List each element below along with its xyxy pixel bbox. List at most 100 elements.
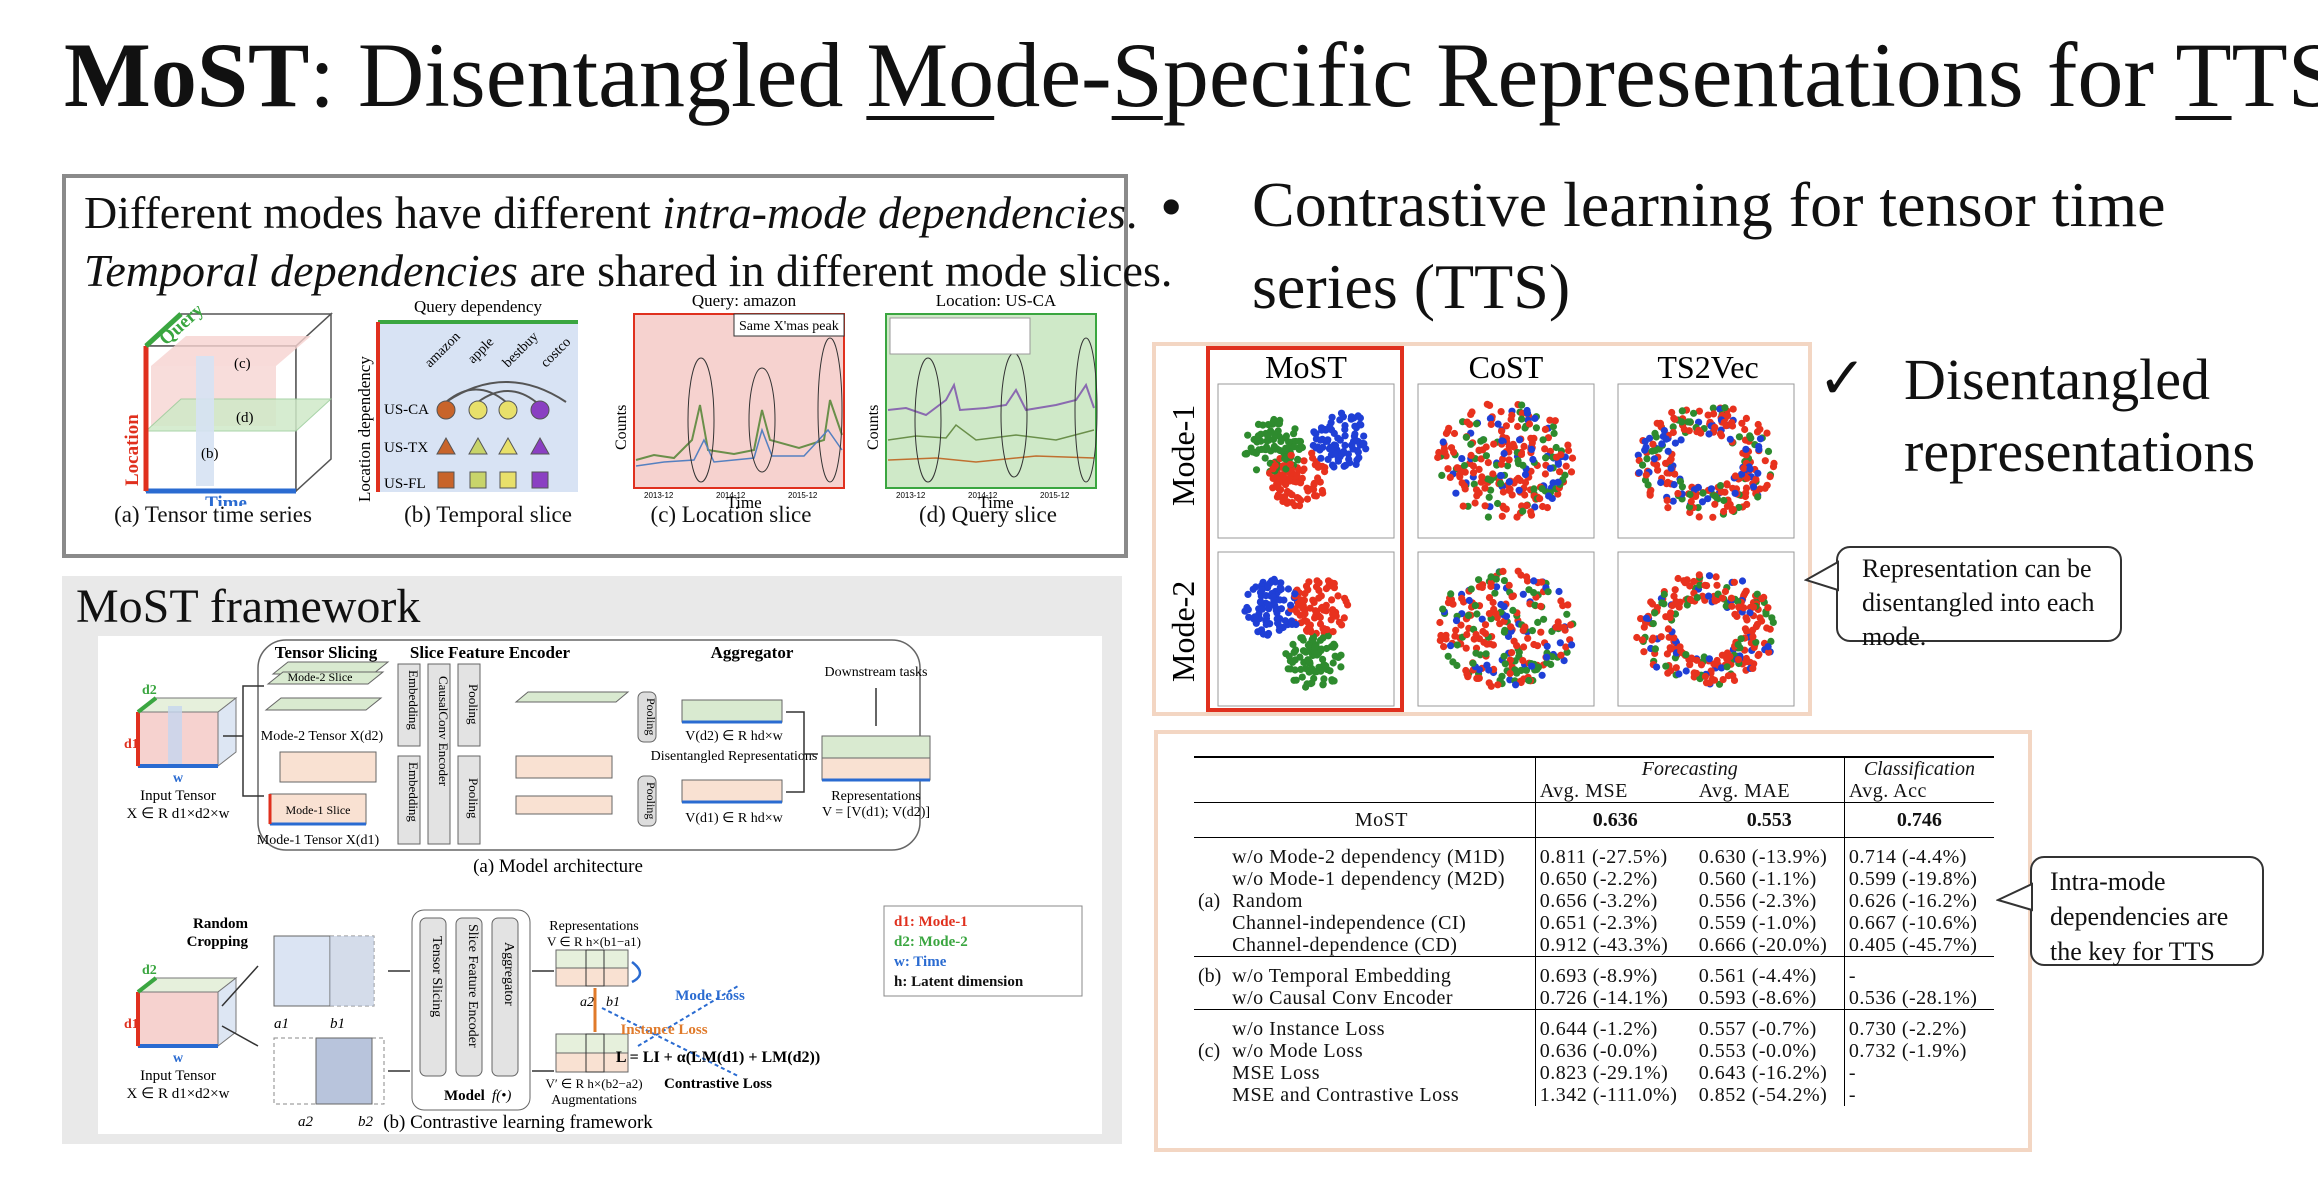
scatter-point <box>1545 492 1553 500</box>
scatter-point <box>1663 469 1671 477</box>
callout-disentangled: Representation can be disentangled into … <box>1836 546 2122 651</box>
scatter-point <box>1471 602 1479 610</box>
tick-label: 2013-12 <box>644 491 674 500</box>
scatter-point <box>1274 420 1282 428</box>
scatter-point <box>1768 614 1776 622</box>
scatter-point <box>1494 420 1502 428</box>
scatter-point <box>1763 429 1771 437</box>
scatter-point <box>1562 643 1570 651</box>
row-label: MSE Loss <box>1232 1062 1321 1084</box>
scatter-point <box>1274 491 1282 499</box>
scatter-point <box>1524 634 1532 642</box>
scatter-point <box>1460 462 1469 470</box>
table-row: w/o Mode-2 dependency (M1D) 0.811 (-27.5%… <box>1194 837 1994 868</box>
scatter-point <box>1329 628 1337 636</box>
scatter-point <box>1478 583 1486 591</box>
scatter-point <box>1508 491 1516 499</box>
scatter-point <box>1502 422 1510 430</box>
scatter-point <box>1501 660 1509 668</box>
scatter-point <box>1319 680 1327 688</box>
scatter-point <box>1318 426 1326 434</box>
scatter-point <box>1538 671 1546 679</box>
cube-label-b: (b) <box>201 446 219 462</box>
architecture-svg: Tensor Slicing Slice Feature Encoder Agg… <box>124 639 1083 1133</box>
intro-text-part: are shared in different mode slices. <box>517 245 1173 296</box>
scatter-point <box>1709 404 1717 412</box>
scatter-point <box>1453 464 1461 472</box>
row-mse: 0.650 (-2.2%) <box>1534 868 1695 890</box>
scatter-point <box>1314 474 1322 482</box>
cube-location-label: Location <box>122 414 143 486</box>
scatter-point <box>1568 641 1576 649</box>
title-part: : Disentangled <box>309 24 867 126</box>
scatter-point <box>1506 485 1514 493</box>
row-mse: 0.636 (-0.0%) <box>1534 1040 1695 1062</box>
scatter-point <box>1464 611 1472 620</box>
scatter-point <box>1506 669 1514 678</box>
scatter-point <box>1534 618 1542 626</box>
row-acc: - <box>1843 1084 1994 1106</box>
scatter-point <box>1291 666 1299 674</box>
ablation-table: Forecasting Classification Avg. MSE Avg.… <box>1194 756 1994 1106</box>
ablation-table-panel: Forecasting Classification Avg. MSE Avg.… <box>1154 730 2032 1152</box>
rep-formula: V = [V(d1); V(d2)] <box>822 805 930 820</box>
scatter-point <box>1481 502 1489 510</box>
intro-text-italic: Temporal dependencies <box>84 245 518 296</box>
model-tensor-slicing: Tensor Slicing <box>429 936 444 1017</box>
scatter-point <box>1711 492 1719 500</box>
scatter-point <box>1633 633 1641 642</box>
scatter-point <box>1710 676 1719 684</box>
time-label: Time <box>726 493 761 510</box>
scatter-point <box>1676 643 1684 651</box>
scatter-point <box>1518 415 1526 423</box>
scatter-point <box>1742 614 1750 622</box>
row-mae: 0.560 (-1.1%) <box>1698 868 1817 890</box>
scatter-point <box>1670 481 1678 489</box>
scatter-point <box>1678 495 1686 503</box>
scatter-point <box>1674 489 1682 498</box>
title-part: pecific Representations for <box>1162 24 2176 126</box>
scatter-point <box>1724 412 1732 420</box>
scatter-point <box>1756 435 1765 443</box>
scatter-point <box>1669 428 1677 437</box>
row-mae: 0.852 (-54.2%) <box>1698 1084 1828 1106</box>
scatter-point <box>1322 601 1330 609</box>
scatter-point <box>1297 634 1305 642</box>
row-mse: 0.912 (-43.3%) <box>1534 934 1695 957</box>
section-tag <box>1194 1084 1228 1106</box>
scatter-point <box>1485 493 1493 501</box>
scatter-point <box>1314 463 1322 471</box>
scatter-point <box>1707 667 1715 675</box>
scatter-point <box>1258 605 1266 613</box>
row-label: Channel-independence (CI) <box>1232 912 1467 934</box>
scatter-point <box>1538 485 1546 493</box>
scatter-point <box>1763 481 1771 489</box>
scatter-point <box>1471 499 1479 507</box>
scatter-point <box>1692 669 1700 677</box>
scatter-point <box>1500 449 1508 458</box>
group-forecasting: Forecasting <box>1534 757 1845 780</box>
scatter-point <box>1742 451 1750 459</box>
scatter-point <box>1542 454 1550 462</box>
section-b-rows: (b) w/o Temporal Embedding 0.693 (-8.9%) 0.… <box>1194 956 1994 1010</box>
scatter-point <box>1639 461 1647 469</box>
scatter-point <box>1509 606 1517 614</box>
scatter-point <box>1693 656 1701 664</box>
scatter-point <box>1326 667 1334 675</box>
scatter-point <box>1705 572 1714 580</box>
scatter-point <box>1541 470 1549 478</box>
scatter-point <box>1678 483 1686 491</box>
scatter-point <box>1505 456 1513 464</box>
scatter-point <box>1269 435 1278 444</box>
scatter-point <box>1441 448 1449 456</box>
scatter-point <box>1458 594 1466 602</box>
scatter-point <box>1754 420 1762 429</box>
disentangled-label: Disentangled Representations <box>651 749 818 764</box>
cube-time-label: Time <box>205 493 247 506</box>
scatter-point <box>1525 420 1534 428</box>
scatter-point <box>1666 457 1674 465</box>
scatter-point <box>1485 594 1494 602</box>
cropping-label: Cropping <box>187 934 249 950</box>
scatter-point <box>1523 406 1531 415</box>
scatter-point <box>1330 463 1338 471</box>
